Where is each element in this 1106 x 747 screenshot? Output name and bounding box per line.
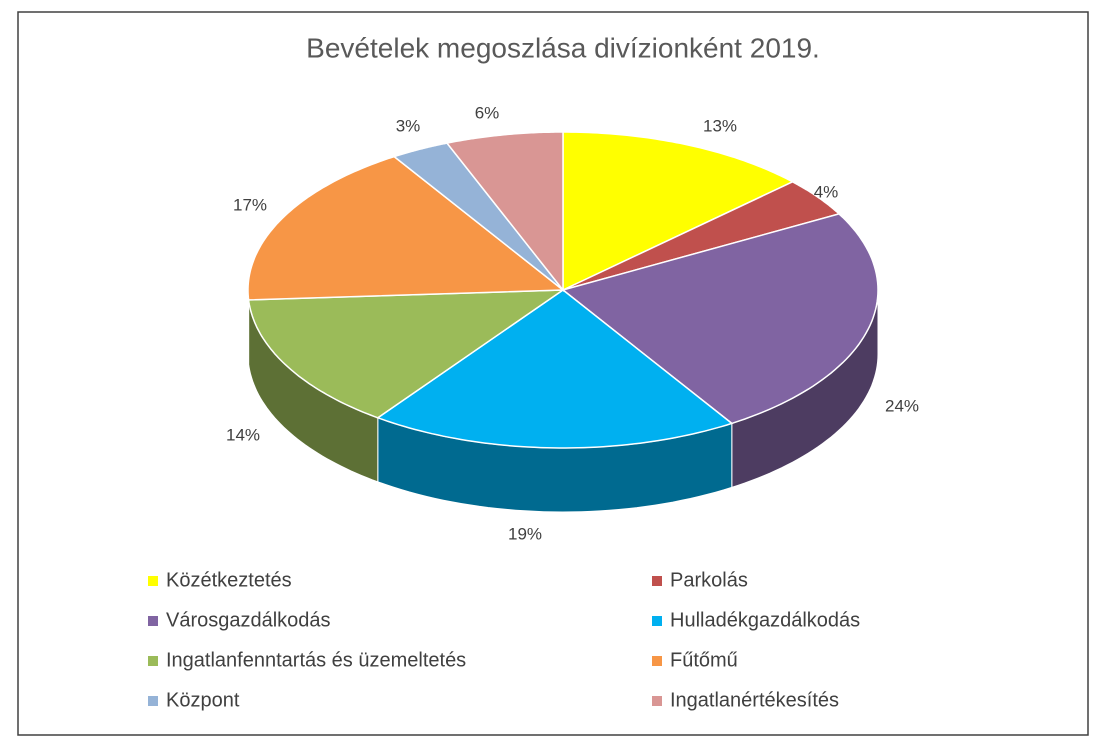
legend-label: Közétkeztetés [166, 569, 292, 591]
data-label: 4% [814, 182, 839, 201]
legend-swatch [652, 576, 662, 586]
data-label: 24% [885, 396, 919, 415]
legend-swatch [148, 616, 158, 626]
data-label: 6% [475, 103, 500, 122]
legend-label: Ingatlanfenntartás és üzemeltetés [166, 649, 466, 671]
legend-label: Városgazdálkodás [166, 609, 331, 631]
legend-label: Ingatlanértékesítés [670, 689, 839, 711]
slice [562, 180, 841, 291]
slice [445, 131, 564, 293]
legend-label: Parkolás [670, 569, 748, 591]
legend-label: Hulladékgazdálkodás [670, 609, 860, 631]
legend: Közétkeztetés Parkolás Városgazdálkodás Hul… [148, 569, 860, 711]
slice [247, 289, 566, 419]
legend-swatch [148, 656, 158, 666]
slice [392, 142, 564, 291]
legend-swatch [652, 656, 662, 666]
slice [562, 131, 795, 292]
data-label: 13% [703, 116, 737, 135]
data-labels: 13% 4% 24% 19% 14% 17% 3% 6% [226, 103, 919, 543]
legend-swatch [652, 696, 662, 706]
legend-swatch [652, 616, 662, 626]
slice [561, 213, 879, 425]
slice [247, 155, 566, 301]
legend-label: Központ [166, 689, 240, 711]
chart-title: Bevételek megoszlása divízionként 2019. [306, 32, 820, 63]
slice [376, 289, 734, 449]
data-label: 19% [508, 524, 542, 543]
pie-tops [247, 131, 879, 449]
legend-label: Fűtőmű [670, 649, 738, 671]
data-label: 3% [396, 116, 421, 135]
data-label: 14% [226, 425, 260, 444]
data-label: 17% [233, 195, 267, 214]
legend-swatch [148, 576, 158, 586]
pie-sides [247, 289, 879, 513]
legend-swatch [148, 696, 158, 706]
